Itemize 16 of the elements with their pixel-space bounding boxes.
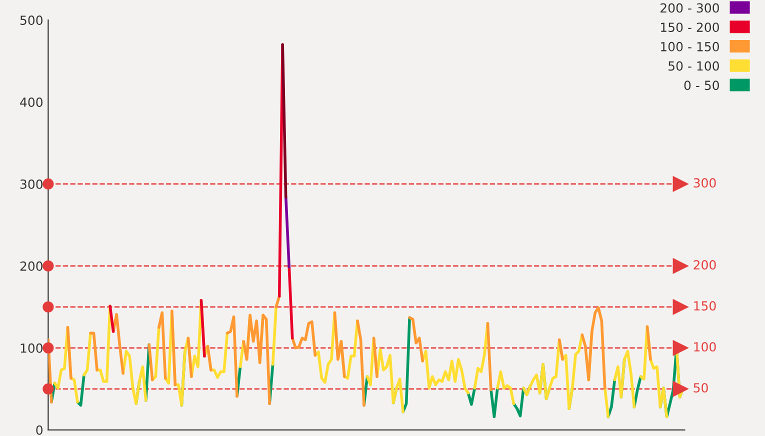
legend-label: 100 - 150: [661, 42, 719, 52]
ref-line-label: 50: [694, 383, 708, 393]
legend-label: 150 - 200: [661, 22, 719, 32]
legend-label: 50 - 100: [668, 61, 719, 71]
y-tick-label: 300: [20, 179, 43, 189]
y-tick-label: 100: [20, 343, 43, 353]
y-tick-label: 200: [20, 261, 43, 271]
ref-line-label: 300: [694, 178, 716, 188]
y-tick-label: 500: [20, 16, 43, 25]
ref-line-label: 150: [694, 301, 716, 311]
ref-line-label: 200: [694, 260, 716, 270]
ref-line-label: 100: [694, 342, 716, 352]
y-tick-label: 400: [20, 97, 43, 107]
legend-label: 0 - 50: [684, 80, 719, 90]
legend-label: 200 - 300: [660, 3, 719, 13]
y-tick-label: 0: [36, 425, 43, 435]
